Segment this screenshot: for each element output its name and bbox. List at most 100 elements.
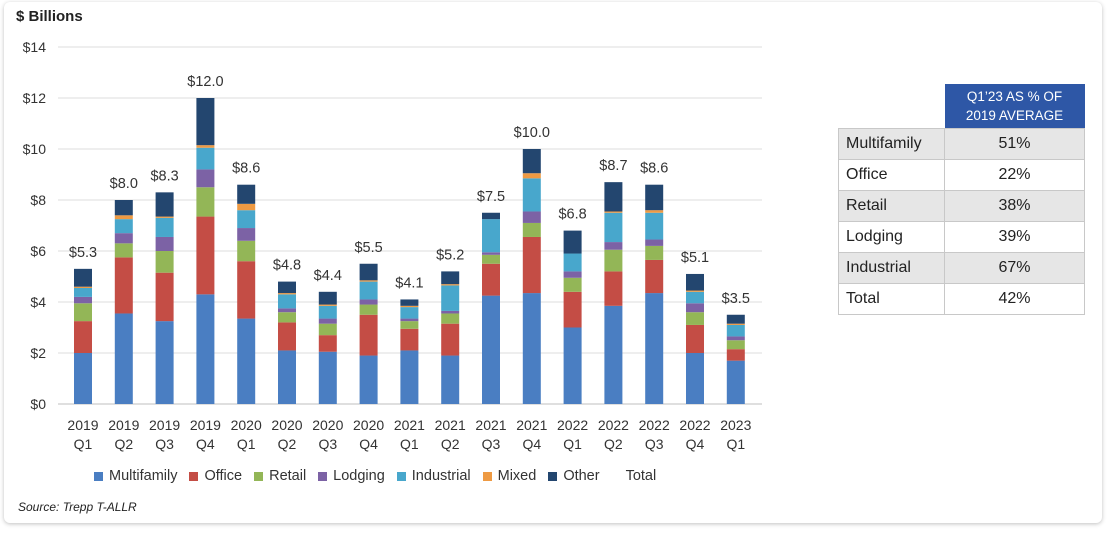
bar-segment-retail xyxy=(522,222,541,237)
x-tick-year: 2022 xyxy=(598,417,629,433)
bar-segment-other xyxy=(155,192,174,217)
bar-segment-lodging xyxy=(359,299,378,305)
total-label: $5.2 xyxy=(436,247,464,263)
bar-segment-multifamily xyxy=(400,350,419,404)
bar-segment-multifamily xyxy=(482,295,500,404)
total-label: $5.3 xyxy=(69,245,97,261)
bar-segment-lodging xyxy=(278,308,296,313)
legend-swatch xyxy=(482,471,492,481)
table-row: Lodging 39% xyxy=(838,221,1085,253)
bar-segment-multifamily xyxy=(318,351,337,404)
legend-label: Other xyxy=(563,468,600,484)
x-tick-year: 2019 xyxy=(149,417,180,433)
table-header: Q1’23 AS % OF 2019 AVERAGE xyxy=(944,84,1085,129)
row-label: Retail xyxy=(838,190,945,222)
bar-segment-other xyxy=(359,263,378,281)
x-tick-year: 2019 xyxy=(190,417,221,433)
x-tick-quarter: Q1 xyxy=(400,436,419,452)
bar-segment-other xyxy=(563,230,582,254)
legend-item: Industrial xyxy=(396,468,471,484)
bar-segment-lodging xyxy=(400,318,419,322)
total-label: $4.1 xyxy=(395,275,423,291)
total-label: $8.0 xyxy=(110,176,138,192)
bar-segment-lodging xyxy=(522,211,541,223)
x-tick-quarter: Q1 xyxy=(726,436,745,452)
x-tick-year: 2019 xyxy=(108,417,139,433)
total-label: $5.5 xyxy=(354,240,382,256)
bar-segment-office xyxy=(400,328,419,351)
bar-segment-office xyxy=(522,236,541,294)
legend-swatch xyxy=(254,471,264,481)
x-tick-quarter: Q2 xyxy=(441,436,460,452)
total-label: $12.0 xyxy=(187,74,223,90)
x-tick-year: 2021 xyxy=(435,417,466,433)
bar-segment-office xyxy=(726,349,745,361)
bar-segment-retail xyxy=(482,254,500,264)
row-label: Industrial xyxy=(838,252,945,284)
bar-segment-industrial xyxy=(441,285,460,311)
x-tick-quarter: Q4 xyxy=(522,436,541,452)
y-tick-label: $0 xyxy=(30,396,46,412)
legend-swatch xyxy=(548,471,558,481)
bar-segment-multifamily xyxy=(155,321,174,404)
bar-segment-lodging xyxy=(318,318,337,324)
bar-segment-retail xyxy=(196,187,215,217)
y-unit-label: $ Billions xyxy=(16,8,83,25)
x-tick-quarter: Q2 xyxy=(278,436,297,452)
bar-segment-office xyxy=(155,272,174,322)
bar-segment-retail xyxy=(237,240,256,262)
legend-label: Retail xyxy=(269,468,307,484)
bar-segment-lodging xyxy=(196,169,215,188)
legend-item: Mixed xyxy=(482,468,536,484)
total-label: $10.0 xyxy=(514,125,550,141)
bar-segment-retail xyxy=(645,245,664,260)
source-note: Source: Trepp T-ALLR xyxy=(18,500,137,514)
bar-segment-mixed xyxy=(74,286,92,288)
row-label: Office xyxy=(838,159,945,191)
bar-segment-industrial xyxy=(604,212,623,243)
row-value: 39% xyxy=(944,221,1085,253)
bar-segment-mixed xyxy=(318,304,337,306)
bar-segment-industrial xyxy=(155,217,174,237)
row-value: 67% xyxy=(944,252,1085,284)
x-tick-quarter: Q4 xyxy=(686,436,705,452)
bar-segment-mixed xyxy=(522,173,541,179)
legend-label: Multifamily xyxy=(109,468,178,484)
x-tick-year: 2019 xyxy=(67,417,98,433)
total-label: $8.7 xyxy=(599,158,627,174)
row-value: 51% xyxy=(944,128,1085,160)
x-tick-year: 2020 xyxy=(231,417,262,433)
bar-segment-retail xyxy=(686,312,704,325)
bar-segment-retail xyxy=(563,277,582,292)
x-tick-quarter: Q4 xyxy=(196,436,215,452)
bar-segment-other xyxy=(114,200,133,216)
table-row: Industrial 67% xyxy=(838,252,1085,284)
bar-segment-industrial xyxy=(114,219,133,234)
bar-segment-mixed xyxy=(278,293,296,295)
bar-segment-multifamily xyxy=(686,353,704,404)
bar-segment-industrial xyxy=(645,212,664,240)
bar-segment-lodging xyxy=(114,233,133,244)
bar-segment-lodging xyxy=(645,239,664,246)
legend-swatch xyxy=(189,471,199,481)
legend-item: Office xyxy=(189,468,242,484)
table-row: Multifamily 51% xyxy=(838,128,1085,160)
bar-segment-retail xyxy=(155,251,174,273)
total-label: $4.4 xyxy=(314,268,342,284)
total-label: $4.8 xyxy=(273,258,301,274)
x-tick-quarter: Q4 xyxy=(359,436,378,452)
x-tick-quarter: Q2 xyxy=(114,436,133,452)
bar-segment-multifamily xyxy=(726,360,745,404)
bar-segment-other xyxy=(400,299,419,306)
bar-segment-mixed xyxy=(114,215,133,220)
bar-segment-retail xyxy=(278,312,296,323)
bar-segment-lodging xyxy=(237,228,256,241)
bar-segment-office xyxy=(482,263,500,296)
bar-segment-lodging xyxy=(74,296,92,304)
x-tick-quarter: Q3 xyxy=(155,436,174,452)
bar-segment-industrial xyxy=(196,147,215,170)
bar-segment-multifamily xyxy=(563,327,582,404)
bar-segment-retail xyxy=(318,323,337,336)
bar-segment-other xyxy=(726,314,745,324)
